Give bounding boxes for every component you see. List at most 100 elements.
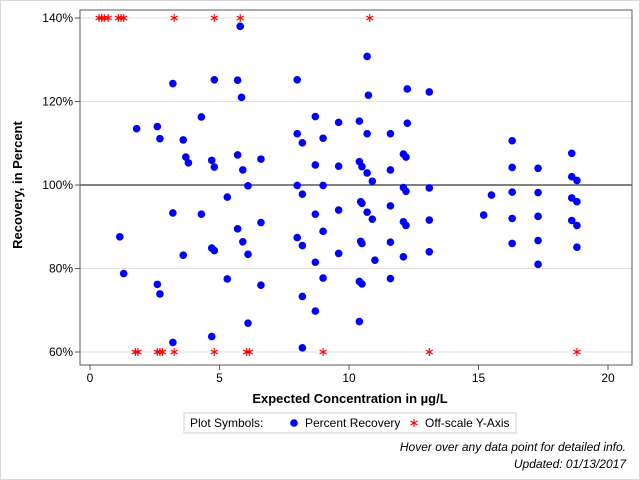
data-point bbox=[298, 190, 307, 198]
asterisk-stroke bbox=[170, 15, 178, 21]
data-point bbox=[534, 164, 542, 173]
offscale-marker bbox=[245, 348, 254, 356]
data-point bbox=[233, 151, 242, 159]
data-point bbox=[402, 153, 410, 161]
hover-hint: Hover over any data point for detailed i… bbox=[399, 440, 626, 454]
y-tick-label: 100% bbox=[42, 178, 73, 192]
data-point bbox=[244, 182, 252, 190]
asterisk-stroke bbox=[119, 15, 128, 21]
data-point bbox=[371, 256, 379, 264]
offscale-marker bbox=[170, 14, 178, 22]
data-point bbox=[368, 215, 377, 224]
data-point bbox=[319, 274, 327, 282]
data-point bbox=[311, 210, 320, 219]
data-point bbox=[311, 112, 320, 121]
data-point bbox=[257, 155, 265, 163]
asterisk-stroke bbox=[425, 349, 434, 355]
data-point bbox=[386, 129, 395, 138]
asterisk-icon bbox=[410, 419, 418, 427]
data-point bbox=[487, 191, 496, 199]
data-point bbox=[386, 238, 395, 246]
data-point bbox=[534, 212, 542, 221]
data-point bbox=[534, 188, 542, 197]
data-point bbox=[358, 199, 366, 208]
data-point bbox=[425, 184, 434, 192]
data-point bbox=[233, 225, 242, 233]
data-point bbox=[239, 237, 247, 246]
offscale-marker bbox=[365, 14, 374, 22]
data-point bbox=[386, 166, 395, 174]
offscale-marker bbox=[425, 348, 434, 356]
data-point bbox=[567, 216, 576, 225]
data-point bbox=[363, 52, 371, 61]
data-point bbox=[207, 332, 216, 341]
y-tick-label: 120% bbox=[42, 95, 73, 109]
data-point bbox=[153, 122, 162, 131]
data-point bbox=[399, 253, 408, 261]
data-point bbox=[298, 344, 307, 352]
data-point bbox=[573, 221, 581, 230]
asterisk-stroke bbox=[158, 349, 167, 355]
data-point bbox=[169, 338, 177, 347]
data-point bbox=[210, 75, 219, 84]
data-point bbox=[425, 216, 434, 224]
data-point bbox=[132, 124, 141, 133]
y-tick-label: 60% bbox=[49, 345, 73, 359]
data-point bbox=[358, 280, 366, 288]
y-axis-label: Recovery, in Percent bbox=[10, 121, 25, 249]
data-point bbox=[210, 246, 219, 255]
data-point bbox=[363, 169, 371, 177]
updated-date: Updated: 01/13/2017 bbox=[513, 457, 626, 471]
data-point bbox=[425, 88, 434, 96]
data-point bbox=[425, 248, 434, 256]
offscale-marker bbox=[119, 14, 128, 22]
offscale-marker bbox=[236, 14, 244, 22]
data-point bbox=[355, 117, 364, 125]
gridlines bbox=[80, 17, 632, 353]
offscale-marker bbox=[170, 348, 178, 356]
data-point bbox=[363, 129, 371, 138]
data-point bbox=[293, 75, 302, 84]
data-point bbox=[179, 136, 188, 144]
asterisk-stroke bbox=[210, 15, 219, 21]
plot-area-border bbox=[79, 9, 633, 366]
data-point bbox=[169, 209, 177, 217]
data-point bbox=[573, 176, 581, 185]
asterisk-stroke bbox=[365, 15, 374, 21]
data-point bbox=[534, 236, 542, 245]
data-point bbox=[508, 136, 516, 145]
legend: Plot Symbols: Percent Recovery Off-scale… bbox=[183, 412, 517, 434]
asterisk-stroke bbox=[210, 349, 219, 355]
x-tick-label: 5 bbox=[216, 371, 223, 385]
data-point bbox=[355, 317, 364, 326]
asterisk-stroke bbox=[410, 420, 418, 426]
data-point bbox=[403, 85, 412, 93]
offscale-marker bbox=[210, 14, 219, 22]
data-point bbox=[368, 177, 377, 186]
data-point bbox=[334, 162, 343, 171]
data-point bbox=[239, 166, 247, 174]
data-point bbox=[334, 206, 343, 214]
data-point bbox=[223, 193, 232, 201]
data-point bbox=[573, 243, 581, 252]
data-point bbox=[311, 161, 320, 169]
offscale-marker bbox=[158, 348, 167, 356]
asterisk-stroke bbox=[236, 15, 244, 21]
data-point bbox=[534, 260, 542, 269]
data-point bbox=[197, 210, 206, 219]
data-point bbox=[169, 79, 177, 88]
data-point bbox=[207, 156, 216, 165]
data-point bbox=[311, 307, 320, 315]
data-point bbox=[402, 221, 410, 230]
data-point bbox=[508, 188, 516, 196]
offscale-marker bbox=[104, 14, 112, 22]
x-tick-label: 0 bbox=[87, 371, 94, 385]
data-point bbox=[115, 232, 124, 241]
data-point bbox=[233, 76, 242, 85]
data-point bbox=[293, 181, 302, 190]
x-tick-label: 10 bbox=[342, 371, 356, 385]
data-point bbox=[334, 118, 343, 127]
data-point bbox=[403, 119, 412, 128]
data-point bbox=[402, 187, 410, 196]
